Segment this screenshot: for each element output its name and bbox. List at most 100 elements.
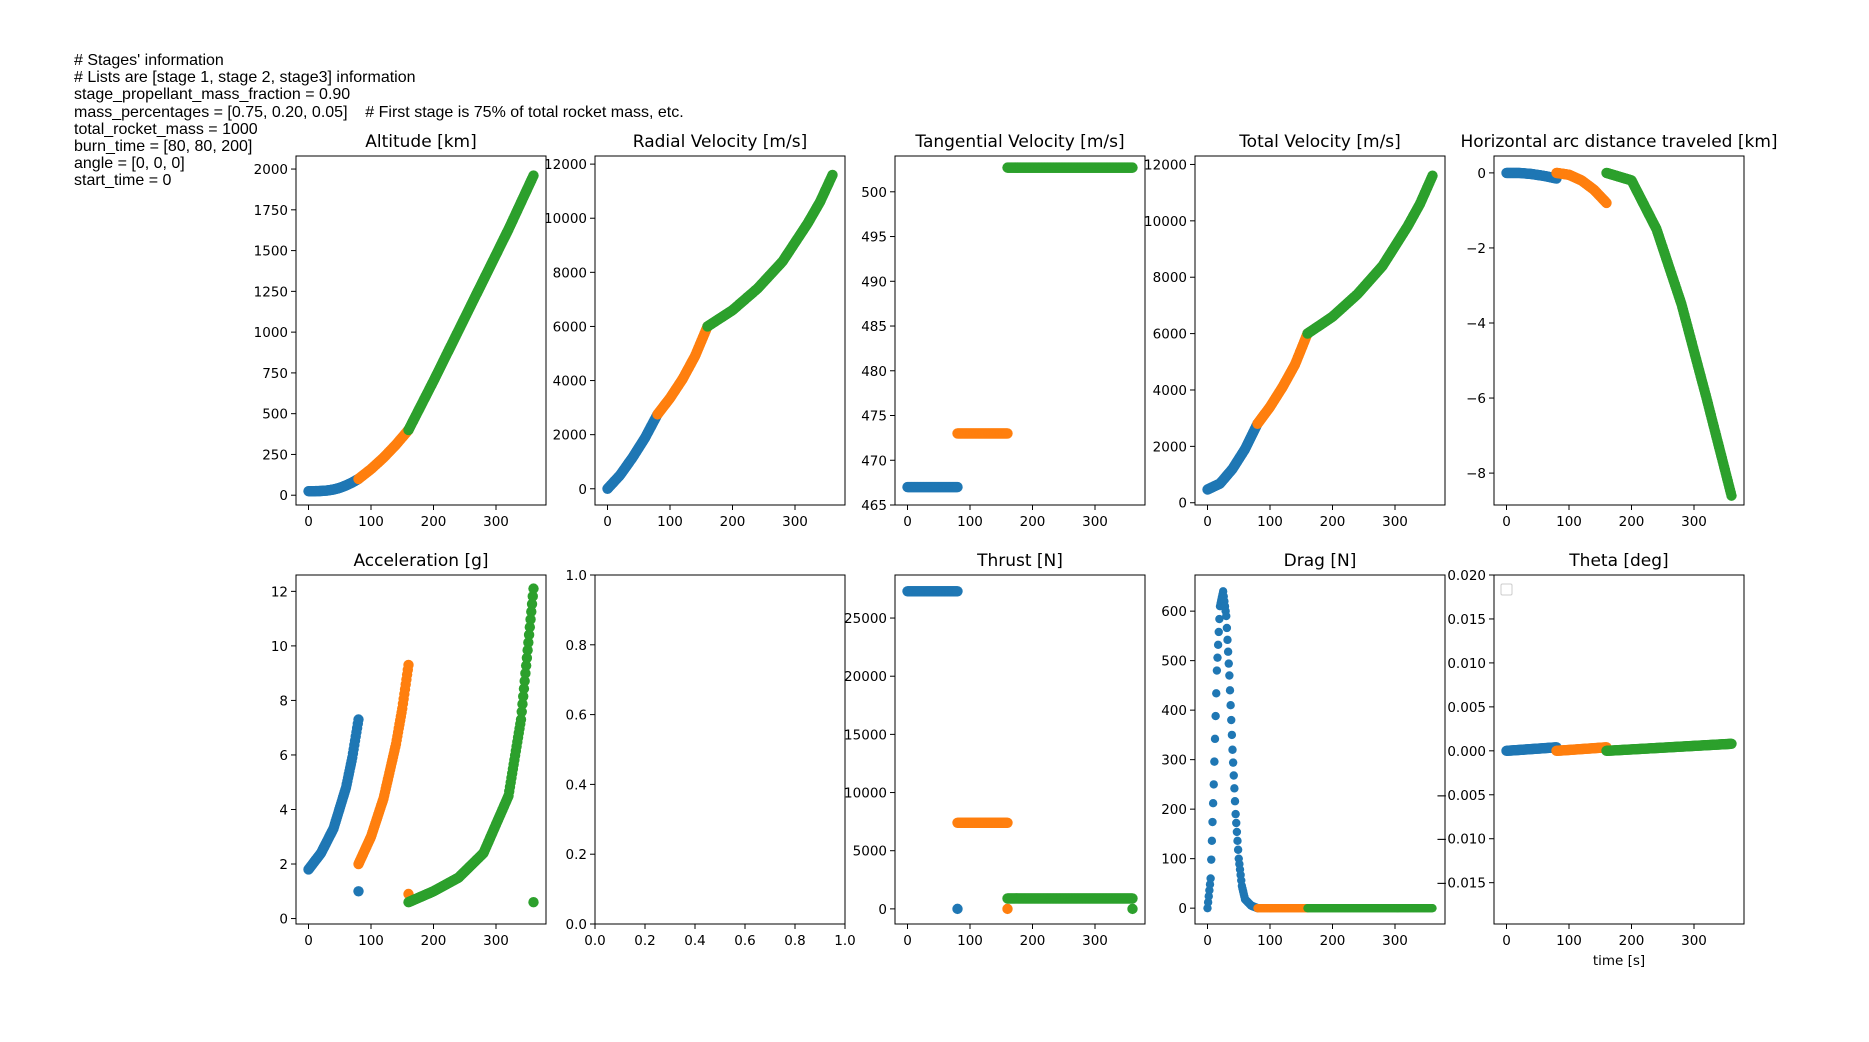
y-tick-label: 470 [861,453,887,469]
x-tick-label: 0 [903,933,912,949]
x-tick-label: 1.0 [834,933,855,949]
data-point [1208,799,1218,808]
axes-frame [594,574,846,925]
y-tick-label: 6000 [553,319,587,335]
subplot: 0 100 200 300 0 250 500 750 1000 1250 1500 1750 2000… [254,132,547,530]
data-point [526,606,537,617]
x-tick-label: 200 [421,514,447,530]
axes-frame [894,574,1146,925]
x-tick-label: 0.0 [584,933,605,949]
data-point [1427,170,1438,181]
y-tick-label: 400 [1161,703,1187,719]
y-tick-label: 480 [861,364,887,380]
data-point [523,629,535,641]
data-point [1002,903,1013,915]
data-point [1206,874,1215,883]
y-tick-label: 0.015 [1447,612,1486,628]
x-tick-label: 300 [483,514,509,530]
axes-frame [1194,155,1446,506]
data-point [522,645,533,656]
y-tick-label: −2 [1466,241,1486,257]
data-point [353,886,364,897]
y-tick-label: 1750 [254,203,288,219]
data-point [1213,653,1222,662]
note-line: # Stages' information [74,52,224,69]
x-tick-label: 300 [1382,933,1408,949]
subplot: 0 100 200 300 0 100 200 300 400 500 600 Drag [N] [1161,551,1446,949]
x-tick-label: 200 [1320,933,1346,949]
y-tick-label: 4000 [1153,383,1187,399]
data-point [1428,903,1437,913]
data-point [526,598,538,610]
subplot-title: Altitude [km] [365,132,477,152]
y-tick-label: 485 [861,319,887,335]
subplot: 0.0 0.2 0.4 0.6 0.8 1.0 0.0 0.2 0.4 0.6 0.8 1.0 [566,568,856,949]
data-point [1230,797,1240,806]
subplot-title: Acceleration [g] [353,551,488,571]
y-tick-label: 20000 [844,669,887,685]
y-tick-label: 15000 [844,727,887,743]
y-tick-label: −6 [1466,391,1486,407]
data-point [1231,809,1240,819]
data-point [1232,818,1241,828]
data-point [518,683,530,694]
x-tick-label: 0.2 [634,933,655,949]
y-tick-label: 0.0 [566,917,587,933]
x-tick-label: 300 [1082,514,1108,530]
data-point [1002,817,1013,828]
x-tick-label: 0 [1203,514,1212,530]
data-point [1225,686,1235,695]
data-point [1208,817,1217,827]
data-point [403,659,414,671]
y-tick-label: 0.020 [1447,568,1486,584]
x-tick-label: 100 [358,933,384,949]
data-point [1211,711,1220,721]
legend-box [1500,583,1513,596]
subplot: 0 100 200 300 0 2 4 6 8 10 12 Acceleration [g] [271,551,547,949]
series-markers [303,583,539,908]
y-tick-label: 6000 [1153,327,1187,343]
y-tick-label: 500 [861,185,887,201]
y-tick-label: 0.000 [1447,744,1486,760]
x-tick-label: 0 [1502,933,1511,949]
series-markers [602,169,838,494]
data-point [1726,490,1737,501]
y-tick-label: 1.0 [566,568,587,584]
y-tick-label: 2000 [254,162,288,178]
x-tick-label: 100 [1257,514,1283,530]
axes-frame [594,155,846,506]
series-markers [1501,738,1737,757]
series-markers [1202,170,1438,495]
data-point [1207,855,1216,864]
y-tick-label: −0.015 [1436,876,1486,892]
y-tick-label: 100 [1161,852,1187,868]
data-point [528,170,539,181]
y-tick-label: 300 [1161,753,1187,769]
axes-frame [1493,574,1745,925]
axes-frame [894,155,1146,506]
data-point [519,675,530,687]
y-tick-label: 0 [279,488,288,504]
subplot-title: Horizontal arc distance traveled [km] [1460,132,1777,152]
y-tick-label: 750 [262,366,288,382]
x-tick-label: 200 [1020,514,1046,530]
data-point [1228,758,1238,767]
data-point [528,583,539,594]
data-point [1127,162,1138,173]
x-tick-label: 0 [304,933,313,949]
y-tick-label: 2 [279,857,288,873]
y-tick-label: −0.010 [1436,832,1486,848]
y-tick-label: 2000 [553,428,587,444]
data-point [1223,635,1232,645]
x-tick-label: 100 [657,514,683,530]
y-tick-label: 10 [271,639,288,655]
x-tick-label: 300 [1681,514,1707,530]
subplot: 0 100 200 300 0 −2 −4 −6 −8 Horizontal arc distan… [1460,132,1777,530]
x-tick-label: 100 [1556,514,1582,530]
axes-frame [1194,574,1446,925]
y-tick-label: 10000 [544,211,587,227]
data-point [524,621,536,633]
subplot: 0 100 200 300 0 2000 4000 6000 8000 10000 12000 Rad… [544,132,846,530]
y-tick-label: 465 [861,498,887,514]
data-point [520,660,532,671]
